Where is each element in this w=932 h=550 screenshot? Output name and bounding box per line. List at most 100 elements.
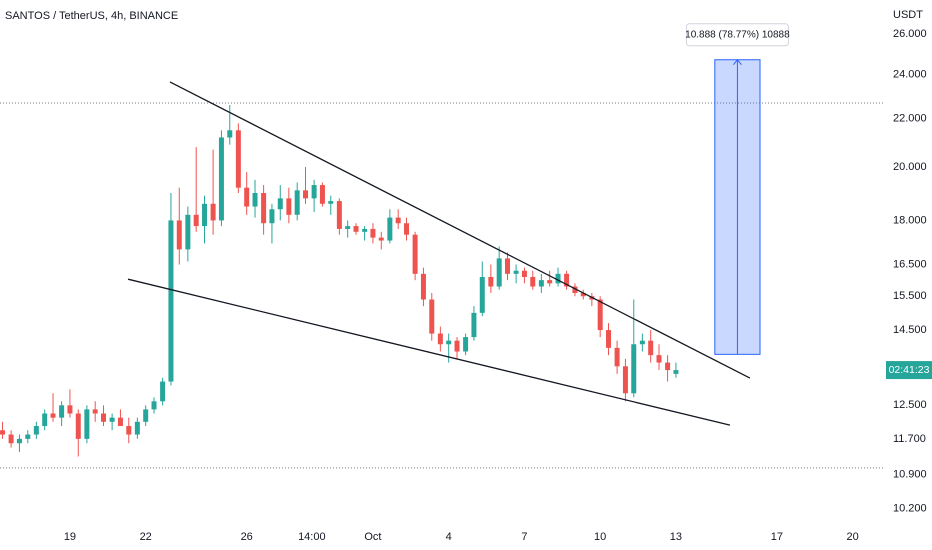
candle-body: [513, 270, 519, 274]
x-tick-label: Oct: [364, 531, 381, 543]
candle-body: [614, 347, 620, 367]
y-tick-label: 10.200: [893, 502, 927, 514]
candle-body: [311, 185, 317, 199]
x-tick-label: 22: [140, 531, 152, 543]
candle-body: [50, 413, 56, 418]
y-tick-label: 26.000: [893, 28, 927, 40]
candle-body: [656, 355, 662, 363]
candle-body: [622, 366, 628, 394]
candle-body: [227, 130, 233, 138]
candle-body: [345, 226, 351, 229]
candle-body: [362, 228, 368, 232]
y-tick-label: 12.500: [893, 399, 927, 411]
candle-body: [126, 426, 132, 435]
candle-body: [530, 276, 536, 287]
candle-body: [261, 192, 267, 224]
candle-body: [496, 258, 502, 287]
candle-body: [117, 417, 123, 427]
candle-body: [437, 333, 443, 345]
candle-body: [505, 258, 511, 274]
candle-body: [218, 137, 224, 221]
candle-body: [648, 340, 654, 356]
countdown-tag: [886, 361, 932, 380]
candle-body: [16, 438, 22, 444]
candle-body: [521, 270, 527, 277]
chart-title: SANTOS / TetherUS, 4h, BINANCE: [5, 10, 178, 22]
candle-body: [463, 337, 469, 352]
trend-line: [127, 278, 731, 426]
candle-body: [252, 192, 258, 207]
candle-body: [446, 340, 452, 345]
candle-body: [572, 286, 578, 293]
x-tick-label: 17: [771, 531, 783, 543]
candle-body: [244, 187, 250, 207]
candle-body: [235, 130, 241, 188]
candle-body: [269, 209, 275, 224]
candle-body: [193, 214, 199, 227]
y-tick-label: 20.000: [893, 161, 927, 173]
x-tick-label: 4: [446, 531, 452, 543]
candle-body: [488, 276, 494, 287]
candle-body: [404, 223, 410, 235]
candle-body: [59, 405, 65, 418]
y-tick-label: 22.000: [893, 113, 927, 125]
candle-body: [101, 413, 107, 422]
candle-body: [210, 203, 216, 221]
candle-body: [176, 220, 182, 250]
candle-body: [33, 426, 39, 435]
candle-body: [479, 276, 485, 313]
candle-body: [597, 299, 603, 331]
candle-body: [665, 362, 671, 371]
y-tick-label: 18.000: [893, 214, 927, 226]
candle-body: [67, 405, 73, 414]
candle-body: [303, 190, 309, 199]
candle-body: [547, 280, 553, 284]
x-tick-label: 13: [670, 531, 682, 543]
candle-body: [606, 330, 612, 348]
candle-body: [454, 340, 460, 352]
candle-body: [639, 340, 645, 345]
price-range-label-box: [685, 23, 789, 47]
candle-body: [429, 299, 435, 334]
candles: [0, 105, 679, 457]
candle-body: [151, 401, 157, 410]
candle-body: [336, 201, 342, 229]
candle-body: [168, 220, 174, 382]
candle-body: [328, 201, 334, 204]
candle-body: [395, 217, 401, 224]
candle-body: [134, 421, 140, 435]
candle-body: [84, 409, 90, 439]
x-tick-label: 7: [521, 531, 527, 543]
y-tick-label: 10.900: [893, 469, 927, 481]
x-tick-label: 26: [241, 531, 253, 543]
candle-body: [75, 413, 81, 439]
candle-body: [0, 430, 6, 435]
candle-body: [631, 344, 637, 394]
candle-body: [185, 214, 191, 250]
candle-body: [109, 417, 115, 422]
candle-body: [580, 292, 586, 297]
trend-line: [169, 81, 751, 379]
x-tick-label: 19: [64, 531, 76, 543]
candle-body: [370, 228, 376, 238]
candle-body: [378, 237, 384, 241]
y-tick-label: 11.700: [893, 433, 926, 445]
candle-body: [353, 226, 359, 232]
price-range-label: 10.888 (78.77%) 10888: [685, 29, 790, 40]
candle-body: [555, 273, 561, 284]
price-range-arrowhead: [733, 58, 742, 66]
candle-body: [143, 409, 149, 422]
candle-body: [294, 190, 300, 215]
candle-body: [92, 409, 98, 414]
y-tick-label: 15.500: [893, 290, 927, 302]
y-axis-label: USDT: [893, 9, 923, 21]
x-tick-label: 14:00: [298, 531, 326, 543]
candle-body: [673, 370, 679, 374]
x-tick-label: 20: [847, 531, 859, 543]
x-tick-label: 10: [594, 531, 606, 543]
candle-body: [277, 198, 283, 210]
y-tick-label: 16.500: [893, 258, 927, 270]
candle-body: [420, 273, 426, 300]
candle-body: [412, 234, 418, 274]
